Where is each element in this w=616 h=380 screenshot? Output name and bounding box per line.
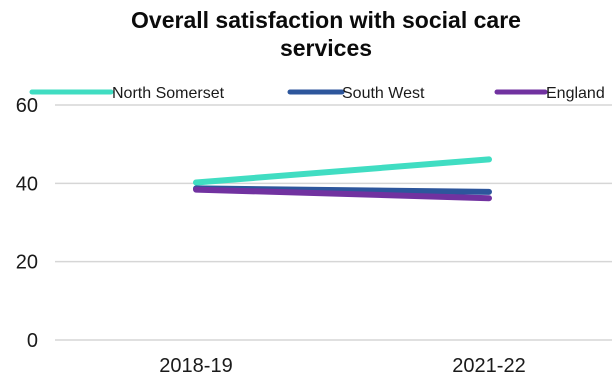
- legend: North Somerset South West England: [29, 85, 605, 102]
- legend-label: England: [546, 85, 605, 102]
- legend-label: South West: [342, 85, 425, 102]
- legend-label: North Somerset: [112, 85, 225, 102]
- gridlines: [55, 104, 612, 341]
- series-line-north-somerset: [193, 156, 492, 186]
- series-line-england: [193, 186, 492, 202]
- chart-title: Overall satisfaction with social care se…: [131, 7, 521, 61]
- series-lines: [193, 156, 492, 202]
- y-axis-ticks: 0 20 40 60: [16, 95, 38, 352]
- y-tick-label: 20: [16, 252, 38, 274]
- chart-title-line-2: services: [280, 35, 372, 61]
- x-tick-label: 2021-22: [452, 355, 525, 377]
- x-axis-ticks: 2018-19 2021-22: [159, 355, 525, 377]
- x-tick-label: 2018-19: [159, 355, 232, 377]
- y-tick-label: 60: [16, 95, 38, 117]
- y-tick-label: 40: [16, 173, 38, 195]
- chart-title-line-1: Overall satisfaction with social care: [131, 7, 521, 33]
- y-tick-label: 0: [27, 330, 38, 352]
